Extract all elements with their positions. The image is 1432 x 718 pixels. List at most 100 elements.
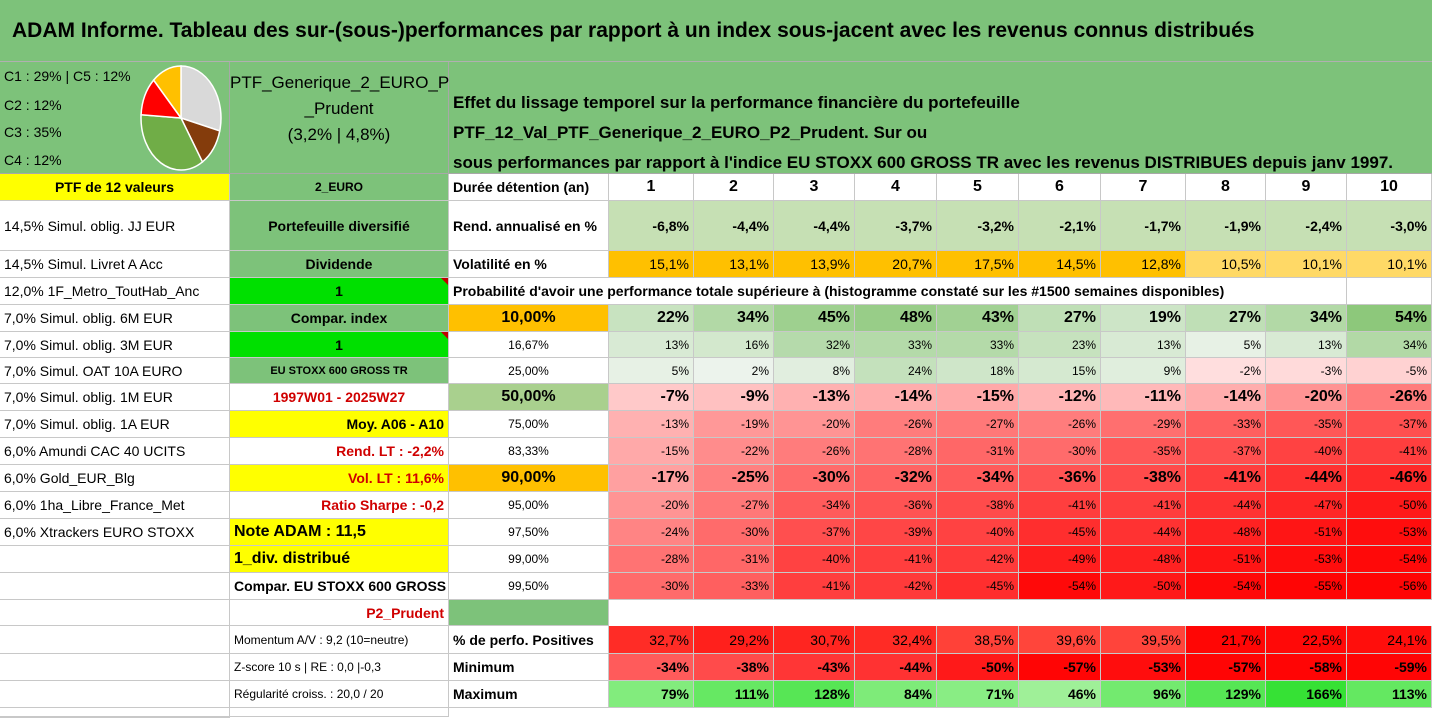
min-value-text: -57% (1063, 659, 1096, 675)
vol-value: 10,1% (1266, 251, 1347, 278)
dividend-value: 1 (230, 278, 449, 305)
compar-index-label-text: Compar. index (290, 310, 388, 326)
quantile-value-text: -41% (821, 579, 850, 593)
quantile-value: -47% (1266, 492, 1347, 519)
quantile-value-text: -40% (1313, 444, 1342, 458)
quantile-value: 24% (855, 358, 937, 384)
pos-value-text: 32,7% (649, 631, 689, 648)
quantile-value: -36% (855, 492, 937, 519)
year-header-text: 7 (1138, 178, 1148, 195)
quantile-value-text: -20% (1304, 388, 1342, 405)
max-value: 128% (774, 681, 855, 708)
holding-row-text: 6,0% Gold_EUR_Blg (4, 470, 135, 486)
comment-marker-icon (441, 332, 448, 339)
quantile-value-text: -29% (1152, 417, 1181, 431)
quantile-value: -48% (1186, 519, 1266, 546)
quantile-value: -41% (855, 546, 937, 573)
quantile-value: -56% (1347, 573, 1432, 600)
currency-cell-text: 2_EURO (314, 180, 364, 194)
max-value-text: 84% (903, 686, 932, 702)
pos-value-text: 30,7% (810, 631, 850, 648)
min-value-text: -43% (817, 659, 850, 675)
vol-value-text: 10,1% (1302, 256, 1342, 272)
vol-value: 20,7% (855, 251, 937, 278)
holding-row-text: 7,0% Simul. OAT 10A EURO (4, 362, 183, 379)
holding-row (0, 626, 230, 654)
quantile-value-text: -42% (985, 552, 1014, 566)
quantile-value: 34% (1266, 305, 1347, 332)
quantile-label: 10,00% (449, 305, 609, 332)
quantile-value-text: 33% (907, 337, 932, 352)
pos-value-text: 21,7% (1221, 631, 1261, 648)
rend-value: -1,9% (1186, 201, 1266, 251)
sharpe-cell-text: Ratio Sharpe : -0,2 (321, 497, 444, 513)
quantile-value: 15% (1019, 358, 1101, 384)
quantile-value: -50% (1101, 573, 1186, 600)
min-value: -58% (1266, 654, 1347, 681)
quantile-value: -40% (937, 519, 1019, 546)
holding-row: 7,0% Simul. oblig. 1A EUR (0, 411, 230, 438)
compar-full-cell: Compar. EU STOXX 600 GROSS TR (230, 573, 449, 600)
holding-row (0, 654, 230, 681)
quantile-value-text: -53% (1398, 525, 1427, 539)
quantile-value-text: 32% (825, 337, 850, 352)
rend-value: -6,8% (609, 201, 694, 251)
max-value-text: 166% (1306, 686, 1342, 702)
max-value-text: 71% (985, 686, 1014, 702)
quantile-label: 99,00% (449, 546, 609, 573)
quantile-value: -11% (1101, 384, 1186, 411)
quantile-value-text: -39% (903, 525, 932, 539)
min-label: Minimum (449, 654, 609, 681)
quantile-label: 99,50% (449, 573, 609, 600)
quantile-value: -20% (774, 411, 855, 438)
quantile-value: -12% (1019, 384, 1101, 411)
quantile-value: -53% (1266, 546, 1347, 573)
probability-title: Probabilité d'avoir une performance tota… (449, 278, 1347, 305)
quantile-value-text: -27% (740, 498, 769, 512)
quantile-value-text: 23% (1071, 337, 1096, 352)
max-value: 84% (855, 681, 937, 708)
quantile-value-text: -26% (903, 417, 932, 431)
quantile-value-text: -28% (660, 552, 689, 566)
index-name-text: EU STOXX 600 GROSS TR (270, 364, 408, 377)
holding-row-text: 14,5% Simul. oblig. JJ EUR (4, 217, 176, 234)
currency-cell: 2_EURO (230, 174, 449, 201)
holdings-header: PTF de 12 valeurs (0, 174, 230, 201)
holding-row: 6,0% Gold_EUR_Blg (0, 465, 230, 492)
vol-value-text: 13,9% (810, 256, 850, 272)
quantile-value-text: -54% (1067, 579, 1096, 593)
period-cell: 1997W01 - 2025W27 (230, 384, 449, 411)
quantile-value-text: 27% (1063, 309, 1096, 326)
quantile-value-text: 48% (899, 309, 932, 326)
quantile-value-text: -28% (903, 444, 932, 458)
year-header: 3 (774, 174, 855, 201)
quantile-label-text: 99,00% (508, 552, 549, 566)
quantile-value-text: 27% (1228, 309, 1261, 326)
year-header-text: 4 (891, 178, 900, 195)
quantile-value: -53% (1347, 519, 1432, 546)
quantile-value-text: -9% (740, 388, 769, 405)
vol-value: 15,1% (609, 251, 694, 278)
quantile-value: 23% (1019, 332, 1101, 358)
pos-value-text: 39,5% (1141, 631, 1181, 648)
quantile-value-text: -30% (740, 525, 769, 539)
quantile-value: -42% (937, 546, 1019, 573)
pos-value: 38,5% (937, 626, 1019, 654)
quantile-value-text: -40% (985, 525, 1014, 539)
quantile-value-text: 22% (656, 309, 689, 326)
year-header: 2 (694, 174, 774, 201)
max-value: 166% (1266, 681, 1347, 708)
quantile-value: -14% (1186, 384, 1266, 411)
quantile-value: 34% (1347, 332, 1432, 358)
quantile-value: -48% (1101, 546, 1186, 573)
holding-row: 14,5% Simul. Livret A Acc (0, 251, 230, 278)
quantile-value: -20% (609, 492, 694, 519)
rend-value-text: -2,1% (1059, 217, 1096, 234)
quantile-value-text: -2% (1239, 363, 1261, 378)
quantile-value: 22% (609, 305, 694, 332)
quantile-value-text: 13% (664, 337, 689, 352)
holding-row-text: 6,0% Xtrackers EURO STOXX (4, 524, 195, 540)
quantile-value-text: -47% (1313, 498, 1342, 512)
quantile-label-text: 50,00% (501, 388, 556, 405)
rend-value-text: -3,7% (895, 217, 932, 234)
